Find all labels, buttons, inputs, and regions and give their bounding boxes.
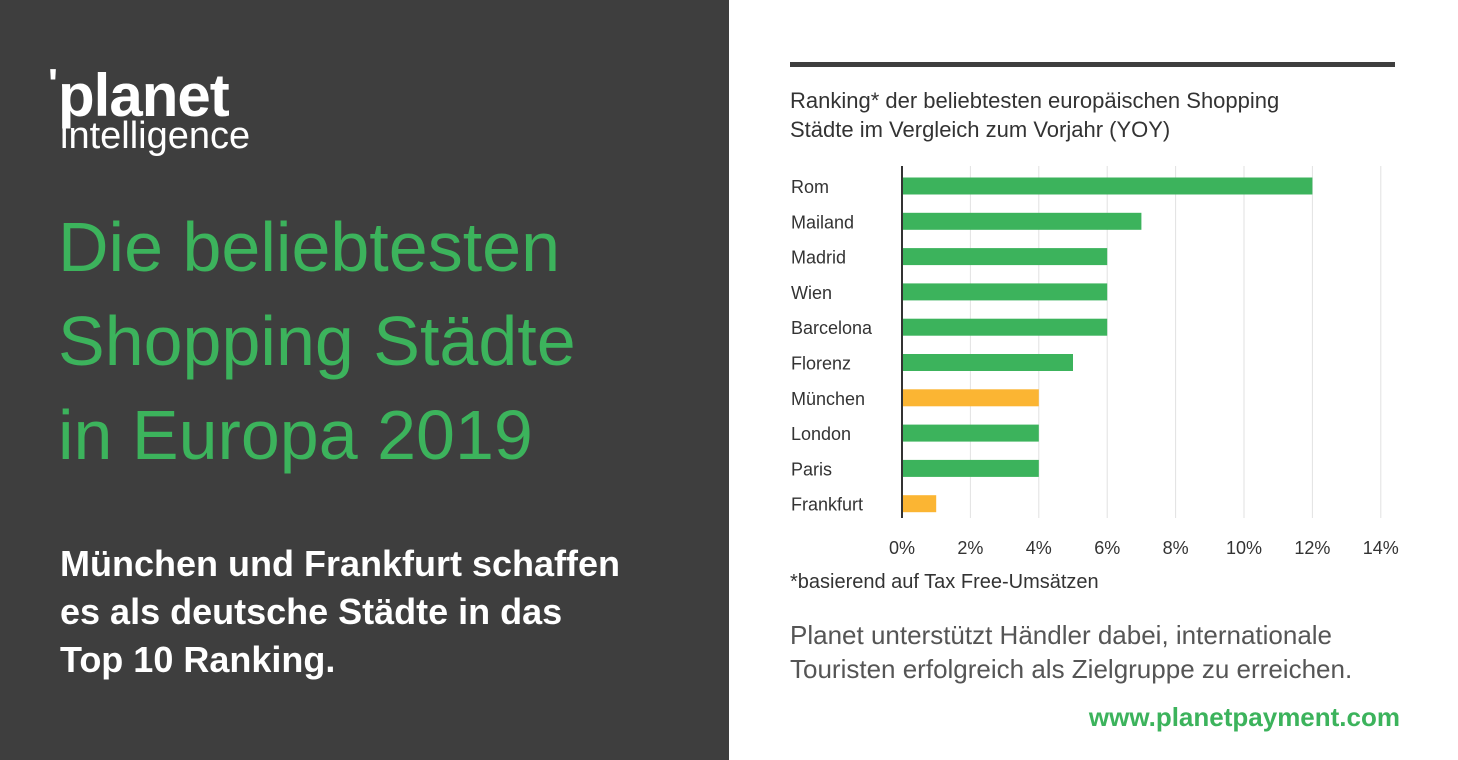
category-label: Wien	[791, 283, 832, 303]
x-tick-label: 14%	[1363, 538, 1399, 558]
chart-title-line: Ranking* der beliebtesten europäischen S…	[790, 88, 1280, 113]
bar	[902, 389, 1039, 407]
description: Planet unterstützt Händler dabei, intern…	[790, 618, 1410, 686]
bar	[902, 177, 1313, 195]
headline-line: Shopping Städte	[58, 302, 576, 380]
subtext-line: München und Frankfurt schaffen	[60, 543, 621, 584]
bar	[902, 318, 1108, 336]
bar	[902, 354, 1073, 371]
category-label: München	[791, 389, 865, 409]
bar	[902, 283, 1108, 301]
headline-line: in Europa 2019	[58, 396, 533, 474]
bar	[902, 459, 1039, 477]
category-label: London	[791, 424, 851, 444]
x-tick-label: 6%	[1094, 538, 1120, 558]
subtext: München und Frankfurt schaffen es als de…	[60, 540, 700, 684]
logo-name: planet	[58, 62, 230, 129]
logo-subtitle: intelligence	[60, 115, 251, 157]
x-tick-label: 0%	[889, 538, 915, 558]
subtext-line: Top 10 Ranking.	[60, 639, 336, 680]
bar	[902, 495, 937, 513]
subtext-line: es als deutsche Städte in das	[60, 591, 563, 632]
description-line: Touristen erfolgreich als Zielgruppe zu …	[790, 654, 1353, 684]
left-panel: 'planet intelligence Die beliebtesten Sh…	[0, 0, 729, 760]
x-tick-label: 12%	[1294, 538, 1330, 558]
category-label: Madrid	[791, 248, 846, 268]
top-divider	[790, 62, 1395, 67]
chart-title-line: Städte im Vergleich zum Vorjahr (YOY)	[790, 117, 1171, 142]
category-label: Mailand	[791, 212, 854, 232]
bar-chart: Rom Mailand Madrid Wien Barcelona Florenz Münc…	[791, 166, 1399, 558]
planet-logo: 'planet	[48, 52, 230, 129]
headline: Die beliebtesten Shopping Städte in Euro…	[58, 200, 708, 482]
bar	[902, 424, 1039, 442]
x-tick-label: 2%	[957, 538, 983, 558]
category-label: Paris	[791, 459, 832, 479]
website-link[interactable]: www.planetpayment.com	[1088, 702, 1400, 732]
bar	[902, 248, 1108, 266]
x-tick-label: 4%	[1026, 538, 1052, 558]
description-line: Planet unterstützt Händler dabei, intern…	[790, 620, 1333, 650]
headline-line: Die beliebtesten	[58, 208, 560, 286]
category-label: Rom	[791, 177, 829, 197]
category-label: Frankfurt	[791, 495, 863, 515]
chart-title: Ranking* der beliebtesten europäischen S…	[790, 86, 1390, 144]
x-tick-label: 8%	[1163, 538, 1189, 558]
bar	[902, 212, 1142, 230]
x-tick-label: 10%	[1226, 538, 1262, 558]
category-label: Barcelona	[791, 318, 873, 338]
category-label: Florenz	[791, 354, 851, 374]
logo-apostrophe: '	[48, 60, 58, 107]
footnote: *basierend auf Tax Free-Umsätzen	[790, 571, 1099, 593]
